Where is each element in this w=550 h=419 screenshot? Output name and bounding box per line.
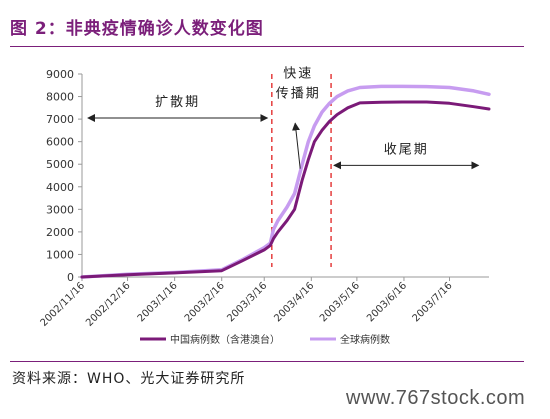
x-tick-label: 2003/6/16 <box>365 280 409 324</box>
series-lines <box>80 84 491 279</box>
y-tick-label: 4000 <box>46 181 74 194</box>
y-tick-label: 5000 <box>46 158 74 171</box>
x-tick-label: 2003/3/16 <box>225 280 269 324</box>
legend-label-china: 中国病例数（含港澳台） <box>170 333 280 346</box>
source-rule <box>10 361 524 362</box>
series-line-global <box>80 84 491 279</box>
phase-label: 收尾期 <box>384 142 429 157</box>
x-tick-label: 2003/1/16 <box>136 280 180 324</box>
phase-label-line: 传播期 <box>276 86 321 101</box>
phase-label: 扩散期 <box>155 95 200 110</box>
legend-label-global: 全球病例数 <box>340 333 390 346</box>
watermark: www.767stock.com <box>346 387 526 409</box>
y-tick-label: 0 <box>67 271 74 284</box>
source-note: 资料来源：WHO、光大证券研究所 <box>12 371 246 387</box>
x-tick-label: 2003/5/16 <box>318 280 362 324</box>
x-tick-label: 2003/2/16 <box>183 280 227 324</box>
x-tick-label: 2003/4/16 <box>272 280 316 324</box>
y-tick-label: 8000 <box>46 91 74 104</box>
title-rule <box>10 46 524 47</box>
y-tick-label: 2000 <box>46 226 74 239</box>
phase-label-line: 快速 <box>283 66 313 81</box>
y-tick-label: 3000 <box>46 203 74 216</box>
phase-indicator-arrow <box>291 122 301 169</box>
chart-legend: 中国病例数（含港澳台） 全球病例数 <box>140 333 390 346</box>
x-tick-label: 2002/11/16 <box>39 280 88 329</box>
y-tick-label: 1000 <box>46 248 74 261</box>
line-chart: 0 1000 2000 3000 4000 5000 6000 7000 8000 9000 20… <box>39 66 491 346</box>
x-tick-label: 2002/12/16 <box>84 280 133 329</box>
y-tick-label: 6000 <box>46 136 74 149</box>
series-line-china <box>80 100 491 279</box>
y-axis: 0 1000 2000 3000 4000 5000 6000 7000 8000 9000 <box>46 68 83 284</box>
y-tick-label: 9000 <box>46 68 74 81</box>
y-tick-label: 7000 <box>46 113 74 126</box>
figure-title: 图 2：非典疫情确诊人数变化图 <box>10 19 264 39</box>
x-tick-label: 2003/7/16 <box>411 280 455 324</box>
